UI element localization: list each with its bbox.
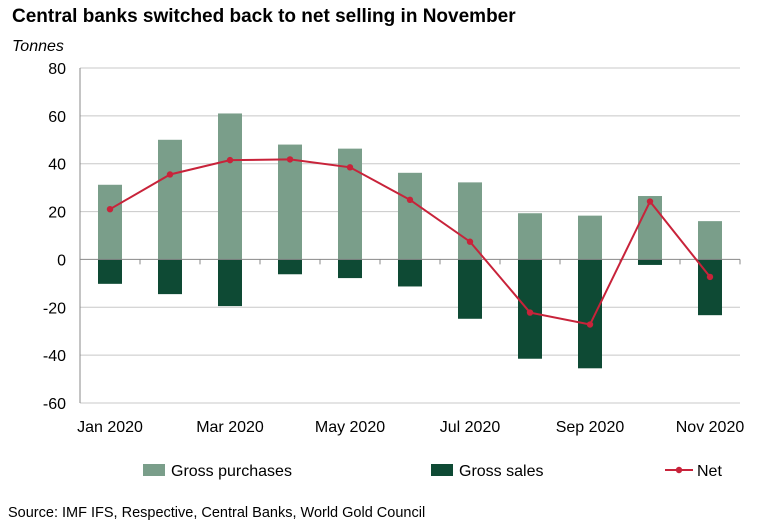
purchase-bar (278, 144, 302, 260)
y-tick-label: -40 (43, 348, 66, 365)
net-point (706, 273, 714, 281)
sales-bar (578, 259, 602, 369)
net-point (166, 171, 174, 178)
purchase-bar (458, 182, 482, 260)
purchase-bar (398, 172, 422, 260)
y-tick-label: 20 (48, 205, 66, 222)
x-tick-label: Jul 2020 (440, 419, 501, 436)
net-line (106, 156, 714, 328)
net-point (586, 321, 594, 328)
net-point (346, 164, 354, 171)
y-tick-label: 60 (48, 109, 66, 126)
gridlines (80, 67, 740, 404)
legend-label-purchases: Gross purchases (171, 463, 292, 480)
bars (98, 113, 722, 369)
sales-bar (698, 259, 722, 316)
sales-bar (458, 259, 482, 319)
net-point (226, 156, 234, 164)
x-tick-label: Jan 2020 (77, 419, 143, 436)
y-tick-label: 0 (57, 252, 66, 269)
tick-labels: 80 60 40 20 0 -20 -40 -60 Jan 2020 Mar 2020 May 20… (43, 61, 744, 436)
purchase-bar (218, 113, 242, 260)
legend-swatch-sales (431, 464, 453, 476)
purchase-bar (518, 213, 542, 260)
sales-bar (518, 259, 542, 359)
net-point (646, 198, 654, 205)
legend-swatch-net-marker (675, 466, 683, 474)
net-point (466, 238, 474, 245)
y-tick-label: 80 (48, 61, 66, 78)
net-point (286, 156, 294, 163)
y-tick-label: -20 (43, 300, 66, 317)
sales-bar (218, 259, 242, 307)
y-tick-label: -60 (43, 396, 66, 413)
legend-swatch-purchases (143, 464, 165, 476)
y-axis-unit-label: Tonnes (12, 38, 64, 55)
net-point (406, 196, 414, 204)
y-tick-label: 40 (48, 157, 66, 174)
sales-bar (638, 259, 662, 265)
net-point (526, 309, 534, 316)
purchase-bar (638, 196, 662, 260)
x-tick-label: Sep 2020 (556, 419, 625, 436)
net-point (106, 205, 114, 213)
x-tick-label: Mar 2020 (196, 419, 264, 436)
chart-title: Central banks switched back to net selli… (12, 6, 516, 27)
sales-bar (398, 259, 422, 287)
purchase-bar (698, 221, 722, 260)
sales-bar (278, 259, 302, 275)
purchase-bar (578, 215, 602, 260)
sales-bar (338, 259, 362, 279)
x-tick-label: May 2020 (315, 419, 385, 436)
source-note: Source: IMF IFS, Respective, Central Ban… (8, 505, 426, 521)
purchase-bar (98, 184, 122, 260)
legend-label-net: Net (697, 463, 722, 480)
legend: Gross purchases Gross sales Net (143, 463, 722, 480)
sales-bar (98, 259, 122, 284)
legend-label-sales: Gross sales (459, 463, 543, 480)
x-tick-label: Nov 2020 (676, 419, 745, 436)
purchase-bar (158, 139, 182, 260)
sales-bar (158, 259, 182, 295)
axes (79, 68, 741, 403)
